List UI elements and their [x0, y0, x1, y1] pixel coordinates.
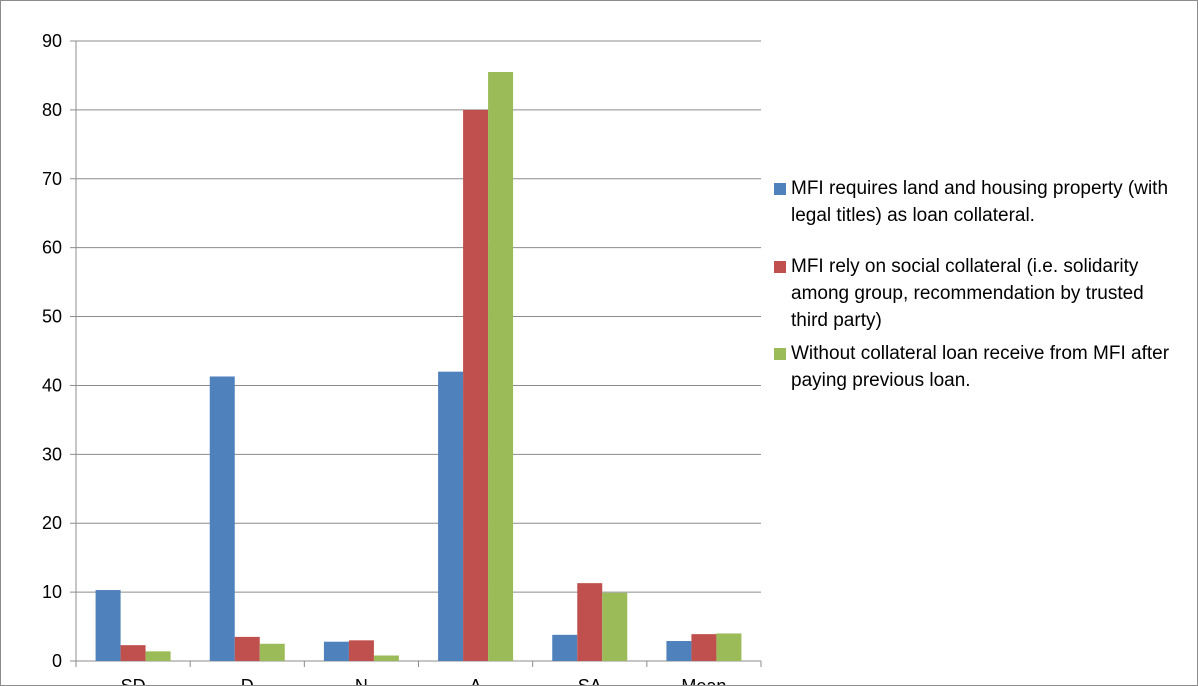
- gridlines: [76, 40, 761, 593]
- y-tick-label: 80: [42, 100, 62, 120]
- legend-swatch: [774, 183, 786, 195]
- bar: [348, 640, 374, 661]
- y-tick-label: 20: [42, 513, 62, 533]
- y-tick-label: 90: [42, 31, 62, 51]
- bar: [666, 641, 692, 661]
- legend-swatch: [774, 348, 786, 360]
- bar: [373, 655, 399, 661]
- y-tick-label: 0: [52, 651, 62, 671]
- bar: [145, 651, 171, 661]
- bar: [488, 72, 514, 661]
- legend-swatch: [774, 261, 786, 273]
- legend-item: MFI requires land and housing property (…: [774, 175, 1184, 229]
- bar: [120, 645, 146, 661]
- y-tick-label: 50: [42, 307, 62, 327]
- y-tick-label: 10: [42, 582, 62, 602]
- x-tick-label: A: [470, 676, 482, 685]
- bar: [577, 583, 603, 661]
- bar: [209, 376, 235, 661]
- bar: [552, 634, 578, 661]
- x-axis-labels: SD D N A SA Mean: [121, 676, 727, 685]
- bar: [463, 109, 489, 661]
- bar: [259, 643, 285, 661]
- y-axis-labels: 0 10 20 30 40 50 60 70 80 90: [42, 31, 62, 671]
- bar: [602, 592, 628, 661]
- legend-item: Without collateral loan receive from MFI…: [774, 340, 1184, 394]
- x-tick-label: SA: [578, 676, 602, 685]
- legend-label: MFI rely on social collateral (i.e. soli…: [791, 256, 1144, 331]
- legend-label: MFI requires land and housing property (…: [791, 178, 1169, 226]
- legend-item: MFI rely on social collateral (i.e. soli…: [774, 253, 1184, 334]
- bar: [95, 590, 121, 661]
- legend: MFI requires land and housing property (…: [774, 175, 1184, 394]
- bar: [323, 641, 349, 661]
- legend-label: Without collateral loan receive from MFI…: [791, 343, 1170, 391]
- y-tick-label: 40: [42, 375, 62, 395]
- y-tick-label: 60: [42, 238, 62, 258]
- bar: [438, 371, 464, 661]
- y-tick-label: 30: [42, 444, 62, 464]
- y-tick-label: 70: [42, 169, 62, 189]
- x-tick-label: Mean: [681, 676, 726, 685]
- x-tick-label: SD: [121, 676, 146, 685]
- x-tick-label: N: [355, 676, 368, 685]
- x-tick-label: D: [241, 676, 254, 685]
- bar: [691, 634, 717, 661]
- bar: [716, 633, 742, 661]
- bar: [234, 636, 260, 661]
- axes: [70, 40, 762, 667]
- bars: [95, 72, 742, 661]
